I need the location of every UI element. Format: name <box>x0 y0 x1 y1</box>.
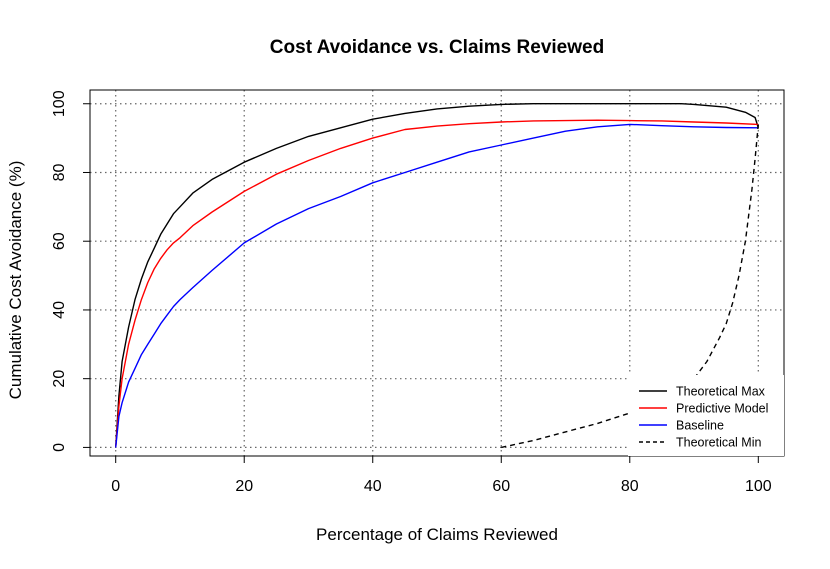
y-tick-label: 60 <box>51 232 68 250</box>
legend-label: Theoretical Max <box>676 385 766 399</box>
series-line-theoretical-max <box>115 102 759 448</box>
y-tick-label: 40 <box>51 301 68 319</box>
legend: Theoretical Max Predictive Model Baseline T… <box>628 375 784 456</box>
y-tick-label: 80 <box>51 163 68 181</box>
y-axis: 0 20 40 60 80 100 <box>51 90 90 452</box>
chart-title: Cost Avoidance vs. Claims Reviewed <box>270 37 604 58</box>
y-tick-label: 20 <box>51 370 68 388</box>
series-layer <box>115 102 759 449</box>
x-tick-label: 60 <box>492 478 510 495</box>
x-tick-label: 40 <box>364 478 382 495</box>
y-tick-label: 0 <box>51 443 68 452</box>
series-line-predictive-model <box>115 119 759 448</box>
legend-label: Baseline <box>676 419 724 433</box>
legend-label: Predictive Model <box>676 402 768 416</box>
series-line-theoretical-min <box>501 124 759 449</box>
series-line-baseline <box>115 123 759 448</box>
legend-label: Theoretical Min <box>676 436 761 450</box>
x-tick-label: 20 <box>235 478 253 495</box>
x-tick-label: 0 <box>111 478 120 495</box>
y-axis-label: Cumulative Cost Avoidance (%) <box>6 161 25 400</box>
x-axis-label: Percentage of Claims Reviewed <box>316 525 558 544</box>
x-tick-label: 100 <box>745 478 772 495</box>
x-tick-label: 80 <box>621 478 639 495</box>
y-tick-label: 100 <box>51 90 68 117</box>
